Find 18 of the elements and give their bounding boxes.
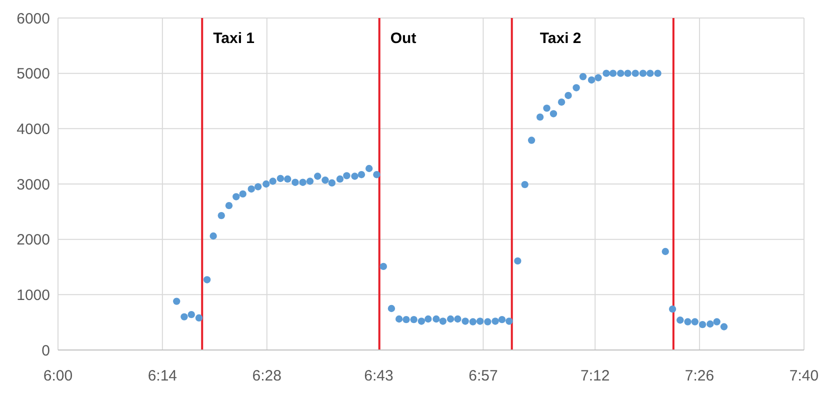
x-tick-label: 6:14	[148, 368, 178, 385]
y-tick-label: 0	[42, 342, 50, 360]
ref-line-label: Out	[390, 30, 416, 47]
x-tick-label: 7:26	[684, 368, 714, 385]
y-tick-label: 4000	[16, 120, 50, 138]
x-tick-label: 6:57	[468, 368, 498, 385]
y-tick-label: 5000	[16, 66, 50, 83]
ref-line-label: Taxi 1	[213, 30, 255, 47]
y-tick-label: 1000	[16, 286, 50, 304]
y-tick-label: 3000	[16, 176, 50, 194]
y-tick-label: 6000	[16, 10, 50, 28]
x-tick-label: 7:40	[789, 368, 819, 385]
ref-line-label: Taxi 2	[540, 30, 582, 47]
y-tick-label: 2000	[16, 232, 50, 249]
x-tick-label: 7:12	[580, 368, 610, 385]
x-tick-label: 6:43	[364, 368, 394, 385]
x-tick-label: 6:00	[43, 368, 73, 385]
x-tick-label: 6:28	[252, 368, 282, 385]
